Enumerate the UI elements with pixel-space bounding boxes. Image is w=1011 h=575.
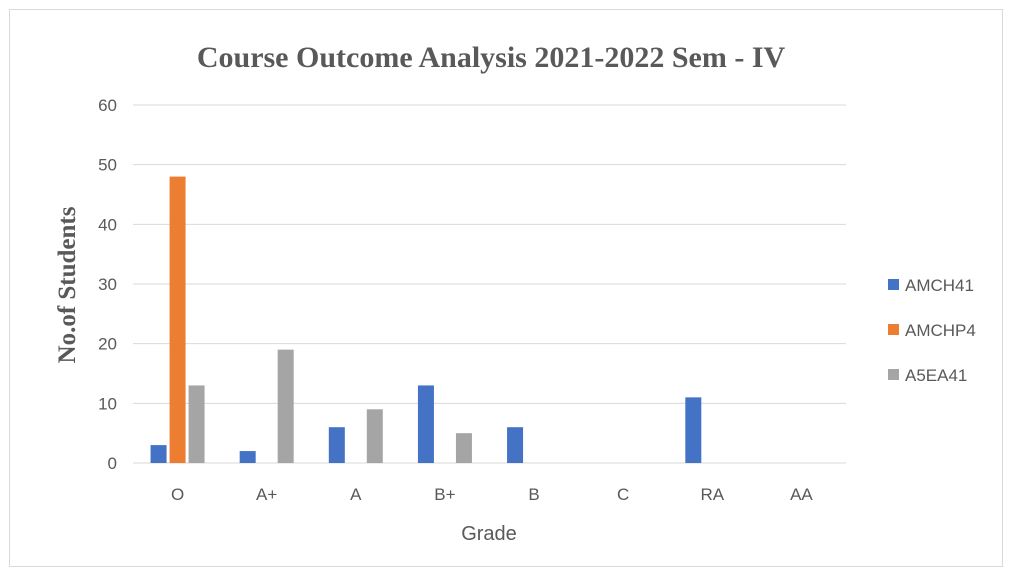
bar-AMCHP4-O [169, 176, 186, 463]
bar-A5EA41-B+ [455, 433, 472, 463]
bars [150, 176, 702, 463]
y-tick-label: 60 [98, 96, 117, 115]
y-tick-label: 40 [98, 215, 117, 234]
x-tick-label: A+ [256, 485, 277, 504]
y-tick-label: 30 [98, 275, 117, 294]
x-tick-label: B [528, 485, 539, 504]
legend-label-AMCHP4: AMCHP4 [905, 321, 976, 340]
gridlines [133, 104, 846, 464]
bar-A5EA41-O [188, 385, 205, 463]
legend-label-AMCH41: AMCH41 [905, 276, 974, 295]
x-axis-label: Grade [461, 523, 517, 545]
bar-AMCH41-A [328, 427, 345, 463]
y-tick-label: 50 [98, 156, 117, 175]
legend-swatch-AMCHP4 [888, 324, 899, 335]
y-axis-label: No.of Students [54, 206, 81, 363]
legend-swatch-AMCH41 [888, 279, 899, 290]
x-tick-label: A [350, 485, 362, 504]
x-tick-label: C [617, 485, 629, 504]
y-axis-ticks: 0 10 20 30 40 50 60 [98, 96, 117, 473]
x-axis-ticks: O A+ A B+ B C RA AA [171, 485, 813, 504]
y-tick-label: 0 [108, 454, 117, 473]
bar-AMCH41-B [507, 427, 524, 463]
bar-AMCH41-B+ [417, 385, 434, 463]
bar-AMCH41-RA [685, 397, 702, 463]
y-tick-label: 20 [98, 335, 117, 354]
bar-A5EA41-A+ [277, 349, 294, 463]
x-tick-label: RA [701, 485, 725, 504]
legend-label-A5EA41: A5EA41 [905, 366, 967, 385]
legend: AMCH41 AMCHP4 A5EA41 [888, 276, 976, 385]
chart-title: Course Outcome Analysis 2021-2022 Sem - … [197, 41, 786, 74]
x-tick-label: O [171, 485, 184, 504]
legend-swatch-A5EA41 [888, 369, 899, 380]
x-tick-label: AA [790, 485, 813, 504]
x-tick-label: B+ [434, 485, 455, 504]
y-tick-label: 10 [98, 394, 117, 413]
bar-AMCH41-O [150, 445, 167, 463]
bar-AMCH41-A+ [239, 451, 256, 463]
bar-A5EA41-A [366, 409, 383, 463]
